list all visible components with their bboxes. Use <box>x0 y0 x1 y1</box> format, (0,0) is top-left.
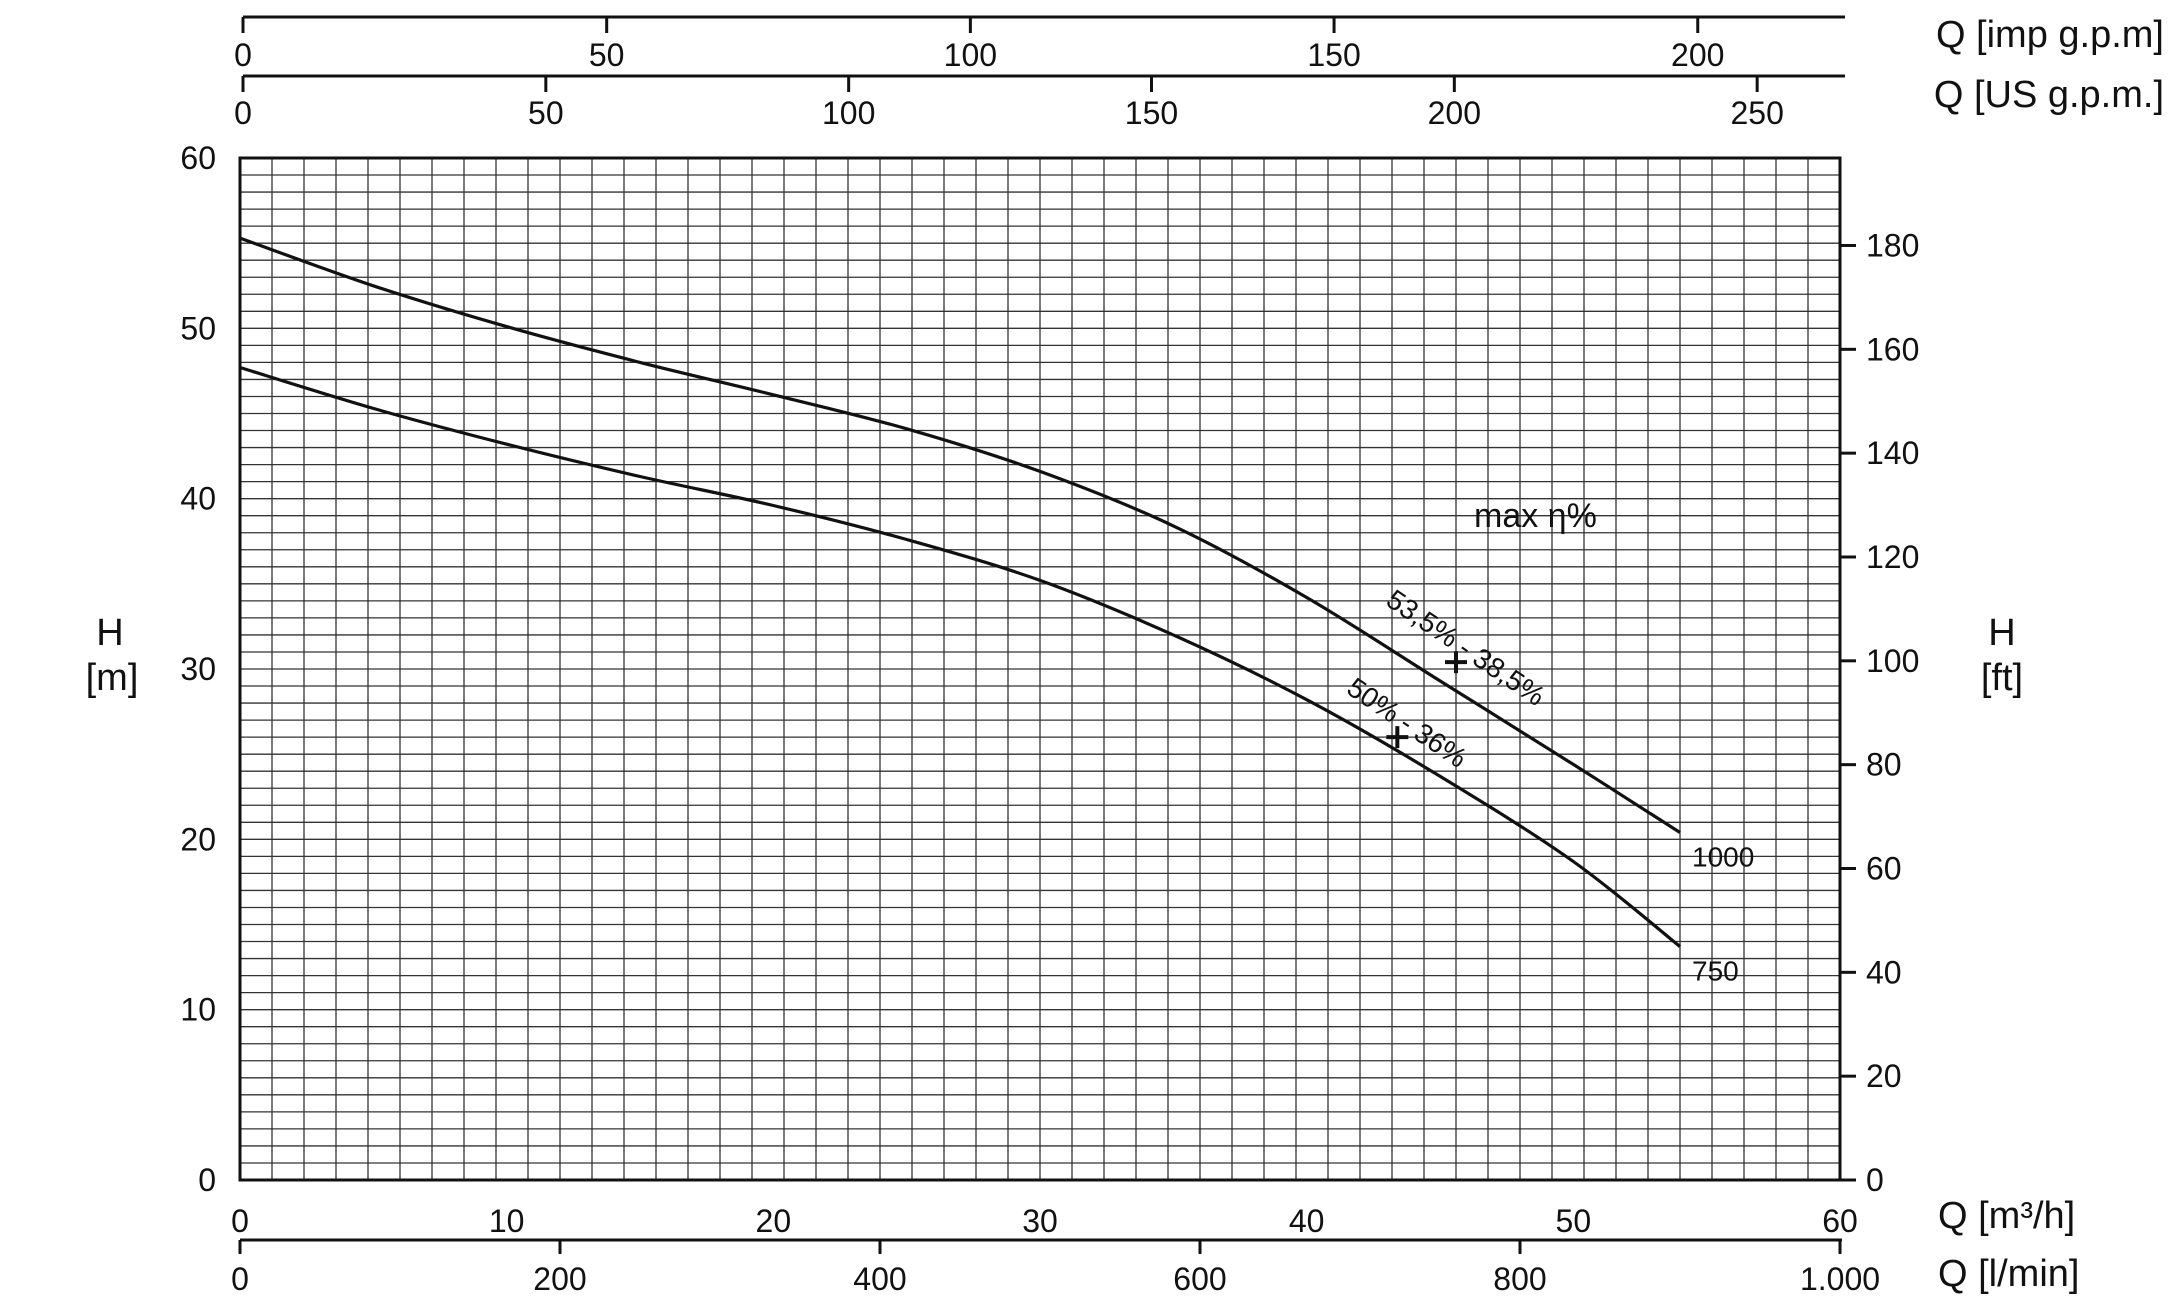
efficiency-marker-750 <box>1386 726 1409 749</box>
y-right-tick-label: 20 <box>1866 1058 1902 1094</box>
y-right-tick-label: 100 <box>1866 643 1919 679</box>
x-bottom-secondary-tick-label: 600 <box>1173 1261 1226 1297</box>
x-top-primary-tick-label: 100 <box>944 37 997 73</box>
x-top-secondary-tick-label: 100 <box>822 95 875 131</box>
curve-label-1000: 1000 <box>1692 842 1754 873</box>
x-bottom-primary-tick-label: 50 <box>1556 1203 1592 1239</box>
efficiency-marker-1000 <box>1445 651 1467 674</box>
y-left-title-line2: [m] <box>86 657 139 699</box>
y-left-tick-label: 10 <box>180 992 216 1028</box>
y-left-tick-label: 50 <box>180 310 216 346</box>
x-top-primary-tick-label: 150 <box>1307 37 1360 73</box>
y-right-tick-label: 40 <box>1866 954 1902 990</box>
y-right-tick-label: 180 <box>1866 227 1919 263</box>
y-left-tick-label: 30 <box>180 651 216 687</box>
y-right-tick-label: 0 <box>1866 1162 1884 1198</box>
axis-ticks <box>238 17 1856 1254</box>
efficiency-label-750: 50% - 36% <box>1342 671 1473 773</box>
x-bottom-primary-tick-label: 30 <box>1022 1203 1058 1239</box>
curves: 1000 750 <box>239 236 1754 987</box>
x-bottom-primary-tick-label: 60 <box>1822 1203 1858 1239</box>
y-left-tick-label: 0 <box>198 1162 216 1198</box>
y-right-title-line2: [ft] <box>1981 657 2023 699</box>
y-left-tick-label: 40 <box>180 481 216 517</box>
x-top-primary-tick-label: 50 <box>589 37 625 73</box>
efficiency-label-1000: 53,5% - 38,5% <box>1381 583 1551 711</box>
efficiency-markers: 53,5% - 38,5%50% - 36% <box>1342 583 1551 773</box>
x-bottom-primary-tick-label: 40 <box>1289 1203 1325 1239</box>
y-left-tick-label: 20 <box>180 821 216 857</box>
x-bottom-secondary-tick-label: 800 <box>1493 1261 1546 1297</box>
efficiency-header: max η% <box>1474 497 1597 535</box>
y-right-tick-label: 140 <box>1866 435 1919 471</box>
x-bottom-secondary-tick-label: 400 <box>853 1261 906 1297</box>
curve-1000 <box>239 236 1681 834</box>
curve-label-750: 750 <box>1692 956 1739 987</box>
x-bottom-primary-tick-label: 20 <box>756 1203 792 1239</box>
y-right-tick-label: 60 <box>1866 850 1902 886</box>
y-left-tick-label: 60 <box>180 140 216 176</box>
x-top-secondary-tick-label: 150 <box>1125 95 1178 131</box>
x-bottom-primary-title: Q [m³/h] <box>1938 1195 2075 1237</box>
curve-750 <box>239 365 1681 948</box>
x-top-secondary-tick-label: 50 <box>528 95 564 131</box>
x-bottom-secondary-tick-label: 1.000 <box>1800 1261 1880 1297</box>
x-top-secondary-tick-label: 250 <box>1730 95 1783 131</box>
x-top-secondary-title: Q [US g.p.m.] <box>1934 74 2164 116</box>
y-left-title-line1: H <box>96 612 123 654</box>
y-right-title-line1: H <box>1988 612 2015 654</box>
x-top-primary-tick-label: 200 <box>1671 37 1724 73</box>
x-bottom-secondary-tick-label: 200 <box>533 1261 586 1297</box>
x-top-secondary-tick-label: 0 <box>234 95 252 131</box>
x-top-primary-title: Q [imp g.p.m] <box>1936 14 2164 56</box>
x-top-primary-tick-label: 0 <box>234 37 252 73</box>
x-top-secondary-tick-label: 200 <box>1428 95 1481 131</box>
y-right-tick-label: 160 <box>1866 331 1919 367</box>
x-bottom-secondary-tick-label: 0 <box>231 1261 249 1297</box>
plot-frame <box>238 156 1842 1182</box>
y-right-tick-label: 80 <box>1866 747 1902 783</box>
y-right-tick-label: 120 <box>1866 539 1919 575</box>
x-bottom-secondary-title: Q [l/min] <box>1938 1253 2079 1295</box>
x-bottom-primary-tick-label: 10 <box>489 1203 525 1239</box>
grid <box>240 158 1840 1180</box>
x-bottom-primary-tick-label: 0 <box>231 1203 249 1239</box>
